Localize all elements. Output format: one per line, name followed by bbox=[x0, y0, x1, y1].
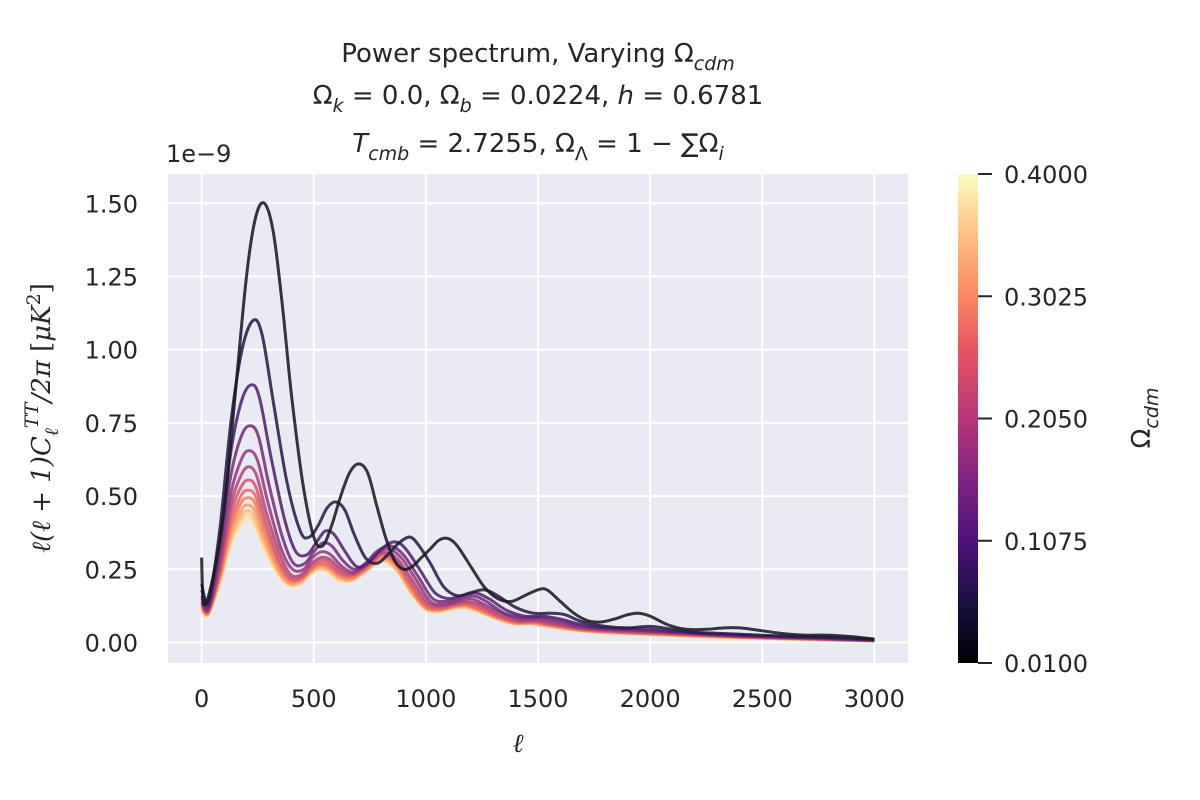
y-axis-label: ℓ(ℓ + 1)CℓTT/2π [μK2] bbox=[21, 283, 63, 553]
title-line-1: Power spectrum, Varying Ωcdm bbox=[341, 39, 735, 75]
y-tick-labels: 0.00 0.25 0.50 0.75 1.00 1.25 1.50 bbox=[85, 190, 138, 657]
y-tick-label: 1.00 bbox=[85, 337, 138, 365]
x-tick-label: 3000 bbox=[844, 685, 905, 713]
x-tick-label: 2500 bbox=[732, 685, 793, 713]
y-offset-text: 1e−9 bbox=[166, 140, 231, 168]
series-line-omega-0.01 bbox=[200, 201, 875, 641]
colorbar-tick-label: 0.3025 bbox=[1004, 283, 1088, 311]
y-tick-label: 1.50 bbox=[85, 190, 138, 218]
y-tick-label: 0.75 bbox=[85, 410, 138, 438]
title-line-3: Tcmb = 2.7255, ΩΛ = 1 − ∑Ωi bbox=[352, 129, 724, 165]
x-tick-label: 1000 bbox=[395, 685, 456, 713]
x-tick-label: 500 bbox=[291, 685, 337, 713]
x-tick-label: 2000 bbox=[620, 685, 681, 713]
colorbar-tick-label: 0.2050 bbox=[1004, 406, 1088, 434]
x-tick-labels: 0 500 1000 1500 2000 2500 3000 bbox=[194, 685, 905, 713]
y-tick-label: 0.00 bbox=[85, 630, 138, 658]
series-line-omega-0.0425 bbox=[200, 318, 875, 642]
colorbar-tick-label: 0.1075 bbox=[1004, 528, 1088, 556]
chart-title: Power spectrum, Varying Ωcdm Ωk = 0.0, Ω… bbox=[313, 39, 764, 165]
y-tick-label: 0.50 bbox=[85, 483, 138, 511]
colorbar-label: Ωcdm bbox=[1127, 388, 1163, 449]
colorbar-tick-label: 0.4000 bbox=[1004, 161, 1088, 189]
series-lines bbox=[200, 201, 875, 643]
title-line-2: Ωk = 0.0, Ωb = 0.0224, h = 0.6781 bbox=[313, 81, 764, 117]
x-axis-label: ℓ bbox=[513, 729, 524, 759]
x-tick-label: 1500 bbox=[507, 685, 568, 713]
colorbar bbox=[958, 174, 978, 663]
colorbar-tick-labels: 0.4000 0.3025 0.2050 0.1075 0.0100 bbox=[978, 161, 1088, 678]
colorbar-tick-label: 0.0100 bbox=[1004, 650, 1088, 678]
y-tick-label: 0.25 bbox=[85, 556, 138, 584]
y-tick-label: 1.25 bbox=[85, 263, 138, 291]
x-tick-label: 0 bbox=[194, 685, 209, 713]
